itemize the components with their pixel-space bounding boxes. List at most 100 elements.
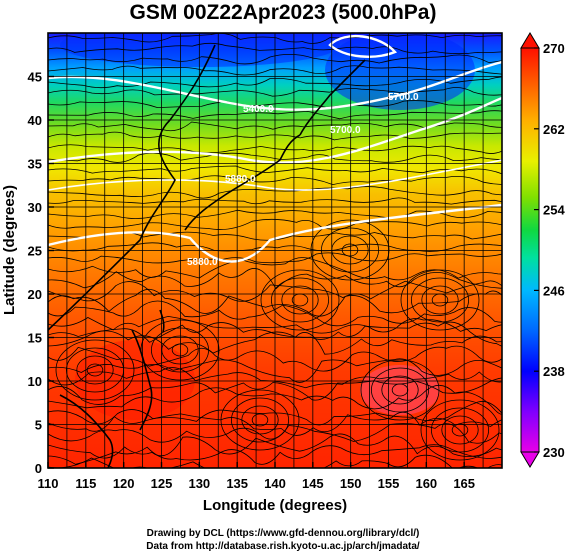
streamline-eddy bbox=[220, 389, 300, 451]
streamline bbox=[48, 315, 502, 334]
streamline-eddy bbox=[150, 327, 209, 373]
streamline-eddy bbox=[241, 405, 279, 435]
contour-line bbox=[48, 203, 502, 263]
y-tick-label: 30 bbox=[28, 200, 42, 215]
streamline bbox=[48, 358, 502, 383]
contour-label: 5700.0 bbox=[388, 92, 419, 103]
coast-hokkaido bbox=[299, 59, 366, 136]
colorbar-tick-label: 230 bbox=[543, 445, 565, 460]
streamline-eddy bbox=[270, 277, 329, 323]
streamline bbox=[48, 165, 502, 175]
x-tick-label: 120 bbox=[113, 476, 135, 491]
streamline-eddy bbox=[310, 219, 390, 281]
streamline bbox=[48, 218, 502, 230]
coast-japan bbox=[184, 134, 301, 231]
streamline bbox=[48, 423, 502, 444]
x-tick-label: 140 bbox=[264, 476, 286, 491]
streamline bbox=[48, 110, 502, 120]
y-tick-label: 5 bbox=[35, 418, 42, 433]
y-axis-label: Latitude (degrees) bbox=[1, 185, 18, 315]
streamline bbox=[48, 65, 502, 76]
streamline bbox=[48, 401, 502, 426]
streamline-eddy bbox=[430, 407, 489, 453]
streamline-eddy bbox=[441, 415, 479, 445]
streamline bbox=[48, 384, 502, 415]
streamline-eddy bbox=[360, 359, 440, 421]
y-tick-label: 35 bbox=[28, 157, 42, 172]
credit-dcl: Drawing by DCL (https://www.gfd-dennou.o… bbox=[146, 528, 420, 539]
streamline bbox=[48, 345, 502, 372]
streamline-eddy bbox=[281, 285, 319, 315]
streamline-eddy bbox=[86, 363, 104, 377]
streamline bbox=[48, 197, 502, 205]
x-tick-label: 155 bbox=[378, 476, 400, 491]
y-tick-label: 25 bbox=[28, 244, 42, 259]
colorbar-ticks: 230 238 246 254 262 270 bbox=[534, 41, 565, 460]
streamline-eddy bbox=[410, 277, 469, 323]
streamline bbox=[48, 454, 502, 468]
map-plot-area bbox=[48, 33, 502, 468]
x-tick-label: 160 bbox=[415, 476, 437, 491]
x-tick-label: 135 bbox=[226, 476, 248, 491]
x-tick-label: 125 bbox=[151, 476, 173, 491]
streamline-eddy bbox=[76, 355, 114, 385]
cold-pool bbox=[60, 33, 340, 67]
contour-label: 5880.0 bbox=[187, 257, 218, 268]
streamline bbox=[48, 367, 502, 389]
streamline bbox=[48, 186, 502, 199]
streamline bbox=[48, 144, 502, 154]
x-tick-label: 150 bbox=[340, 476, 362, 491]
colorbar-tick-label: 246 bbox=[543, 283, 565, 298]
x-tick-label: 130 bbox=[188, 476, 210, 491]
streamline-eddy bbox=[420, 399, 500, 461]
streamline bbox=[48, 87, 502, 97]
streamline-eddy bbox=[451, 423, 469, 437]
coast-mainland bbox=[48, 44, 216, 331]
lat-lon-grid bbox=[48, 33, 502, 468]
streamline-eddy bbox=[55, 339, 135, 401]
streamline-eddy bbox=[370, 367, 429, 413]
x-tick-label: 115 bbox=[75, 476, 96, 491]
x-axis-label: Longitude (degrees) bbox=[203, 497, 347, 514]
streamline-eddy bbox=[260, 269, 340, 331]
streamline bbox=[48, 321, 502, 347]
colorbar: 230 238 246 254 262 270 bbox=[520, 32, 565, 468]
wind-streamlines bbox=[48, 33, 502, 468]
streamline-eddy bbox=[341, 243, 359, 257]
contour-label: 5400.0 bbox=[243, 104, 274, 115]
colorbar-tick-label: 238 bbox=[543, 364, 565, 379]
coast-philippines bbox=[131, 329, 153, 431]
contour-line bbox=[48, 96, 502, 164]
y-tick-label: 20 bbox=[28, 287, 42, 302]
coastline bbox=[48, 44, 366, 468]
streamline-eddy bbox=[230, 397, 289, 443]
streamline bbox=[48, 131, 502, 141]
colorbar-max-arrow bbox=[520, 32, 540, 49]
streamline bbox=[48, 100, 502, 109]
y-tick-label: 45 bbox=[28, 70, 42, 85]
streamline bbox=[48, 76, 502, 89]
streamline bbox=[48, 209, 502, 219]
colorbar-tick-label: 262 bbox=[543, 122, 565, 137]
streamline bbox=[48, 280, 502, 302]
y-tick-label: 10 bbox=[28, 374, 42, 389]
streamline bbox=[48, 252, 502, 264]
credit-data-source: Data from http://database.rish.kyoto-u.a… bbox=[146, 541, 420, 552]
streamline-eddy bbox=[171, 343, 189, 357]
contour-line bbox=[48, 159, 502, 191]
streamline bbox=[48, 330, 502, 355]
contour-label: 5700.0 bbox=[330, 125, 361, 136]
streamline-eddy bbox=[320, 227, 379, 273]
y-tick-label: 15 bbox=[28, 331, 42, 346]
streamline bbox=[48, 33, 502, 44]
streamline-eddy bbox=[251, 413, 269, 427]
colorbar-tick-label: 270 bbox=[543, 41, 565, 56]
x-tick-label: 110 bbox=[38, 476, 59, 491]
contour-label: 5880.0 bbox=[225, 174, 256, 185]
colorbar-fill bbox=[521, 48, 539, 452]
x-axis-ticks: 110 115 120 125 130 135 140 145 150 155 160 165 bbox=[38, 462, 475, 491]
map-title: GSM 00Z22Apr2023 (500.0hPa) bbox=[129, 1, 437, 24]
warm-spot bbox=[360, 365, 440, 415]
x-tick-label: 145 bbox=[302, 476, 324, 491]
